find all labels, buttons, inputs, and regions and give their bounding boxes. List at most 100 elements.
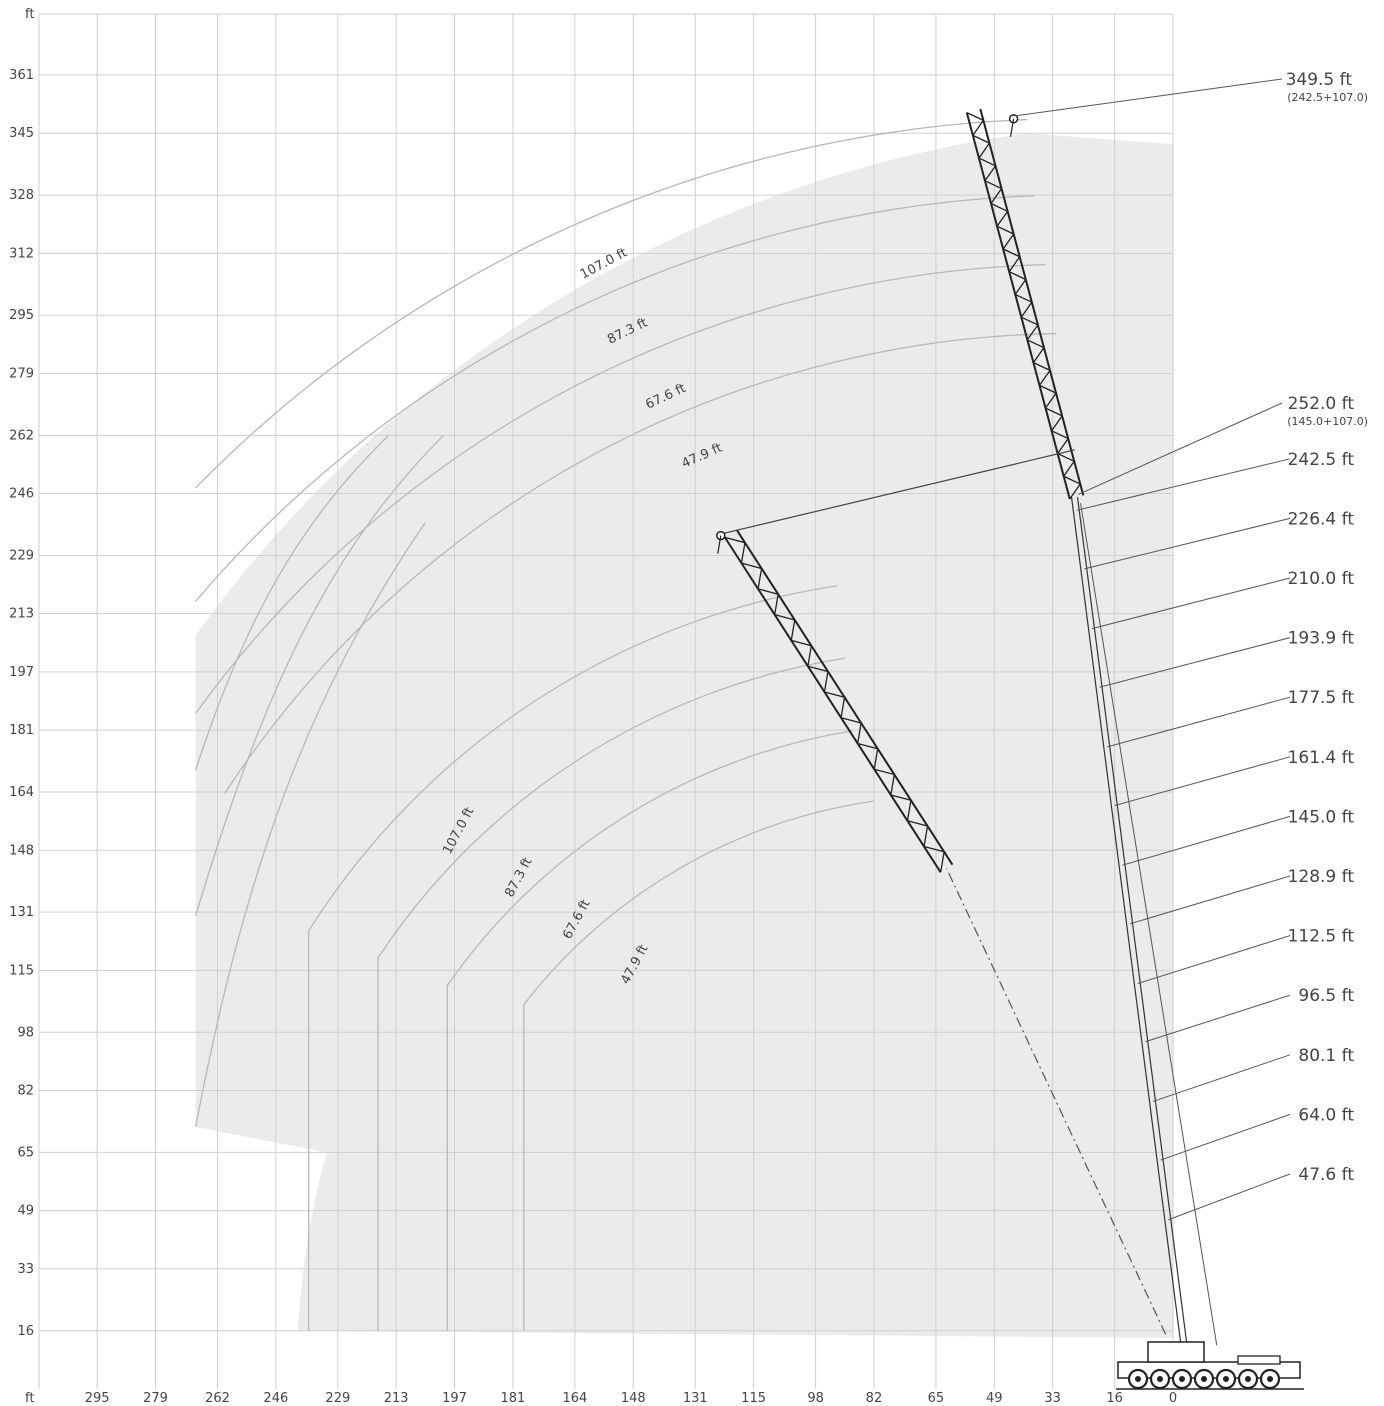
jib-arc-upper: [195, 118, 1028, 489]
x-tick-label: 229: [325, 1391, 350, 1406]
x-tick-label: 82: [866, 1391, 883, 1406]
lattice-brace: [1057, 438, 1069, 454]
lattice-brace: [840, 717, 862, 724]
callout-leader: [1099, 637, 1291, 688]
lattice-brace: [1014, 279, 1027, 295]
y-tick-label: 82: [17, 1084, 34, 1099]
working-range-area: [195, 133, 1173, 1339]
lattice-brace: [774, 594, 779, 615]
lattice-brace: [1051, 415, 1063, 432]
callout-label: 210.0 ft: [1288, 569, 1355, 589]
working-range-fill: [195, 133, 1173, 1339]
y-tick-label: 115: [9, 963, 34, 978]
lattice-brace: [923, 825, 929, 847]
lattice-brace: [1045, 407, 1063, 417]
lattice-brace: [757, 568, 763, 590]
lattice-chord: [965, 112, 1071, 500]
lattice-brace: [996, 210, 1009, 227]
callout-leader: [1076, 458, 1291, 511]
superstructure: [1147, 1341, 1205, 1363]
wheel-hub: [1223, 1376, 1229, 1382]
x-tick-label: 213: [384, 1391, 409, 1406]
x-tick-label: 197: [442, 1391, 467, 1406]
lattice-brace: [1020, 301, 1033, 318]
y-tick-label: 131: [9, 905, 34, 920]
callout-label: 96.5 ft: [1298, 986, 1354, 1006]
lattice-brace: [873, 748, 879, 770]
lattice-brace: [966, 112, 984, 121]
y-tick-label: 33: [17, 1262, 34, 1277]
lattice-brace: [907, 820, 928, 827]
callout-leader: [1091, 577, 1291, 630]
lattice-brace: [1039, 384, 1057, 394]
lattice-brace: [1051, 430, 1069, 440]
x-tick-label: 246: [263, 1391, 288, 1406]
lattice-brace: [890, 774, 895, 796]
lattice-brace: [857, 742, 878, 750]
callout-leader: [1107, 696, 1291, 748]
wheel-hub: [1179, 1376, 1185, 1382]
y-tick-label: 164: [9, 785, 34, 800]
callout-label: 145.0 ft: [1288, 807, 1355, 827]
crane-carrier: [1116, 1341, 1304, 1390]
callout-leader: [1114, 756, 1291, 806]
jib-arc-upper: [195, 195, 1035, 602]
guy-line: [1080, 503, 1218, 1346]
lattice-brace: [1008, 271, 1027, 281]
wheel-hub: [1245, 1376, 1251, 1382]
lattice-brace: [978, 157, 996, 167]
wheel-hub: [1135, 1376, 1141, 1382]
x-tick-label: 98: [807, 1391, 824, 1406]
lattice-brace: [1002, 233, 1015, 250]
boom-line: [1070, 497, 1182, 1346]
lattice-brace: [1021, 316, 1039, 326]
x-tick-label: 16: [1106, 1391, 1123, 1406]
y-tick-label: 213: [9, 607, 34, 622]
lattice-brace: [740, 542, 746, 564]
lattice-brace: [972, 120, 984, 136]
wheel-hub: [1201, 1376, 1207, 1382]
lattice-chord: [724, 536, 942, 873]
callout-label: 80.1 ft: [1298, 1046, 1354, 1066]
max-height-leader: [1015, 78, 1283, 117]
x-axis-unit: ft: [25, 1391, 34, 1406]
lattice-brace: [984, 180, 1002, 190]
lattice-brace: [791, 639, 812, 647]
callout-label: 64.0 ft: [1298, 1105, 1354, 1125]
callout-label: 226.4 ft: [1288, 509, 1355, 529]
lattice-brace: [790, 619, 796, 641]
jib-arc-lower: [446, 730, 853, 1331]
y-tick-label: 328: [9, 188, 34, 203]
boom-drawing: [716, 108, 1218, 1346]
y-axis-unit: ft: [25, 7, 34, 22]
jib-arc-lower: [523, 800, 875, 1331]
lattice-brace: [1038, 370, 1051, 386]
lattice-brace: [990, 188, 1003, 204]
y-tick-label: 16: [17, 1324, 34, 1339]
callout-leader: [1122, 815, 1291, 866]
jib-arc-lower: [377, 657, 845, 1331]
lattice-brace: [724, 536, 746, 544]
y-tick-label: 361: [9, 68, 34, 83]
jib-arc-tail: [194, 522, 426, 1128]
callout-leader: [1145, 994, 1291, 1043]
lattice-brace: [990, 202, 1008, 212]
lattice-brace: [1026, 324, 1039, 341]
lattice-brace: [840, 697, 846, 718]
lattice-brace: [774, 614, 795, 621]
callout-leader: [1084, 517, 1291, 570]
axis-ticks: 295 279 262 246 229 213 197 181 164 148 131 115 98 82…: [9, 68, 1177, 1406]
x-tick-label: 279: [143, 1391, 168, 1406]
y-tick-label: 279: [9, 366, 34, 381]
boom-length-callouts: 47.6 ft 64.0 ft 80.1 ft 96.5 ft 112.5 ft 128.…: [1015, 70, 1368, 1221]
lattice-brace: [1027, 339, 1045, 349]
lattice-brace: [1008, 256, 1021, 273]
x-tick-label: 148: [621, 1391, 646, 1406]
x-tick-label: 164: [562, 1391, 587, 1406]
lattice-brace: [874, 768, 895, 776]
lattice-brace: [1069, 483, 1081, 500]
lattice-brace: [1057, 452, 1075, 462]
y-tick-label: 49: [17, 1204, 34, 1219]
lattice-brace: [807, 645, 812, 667]
